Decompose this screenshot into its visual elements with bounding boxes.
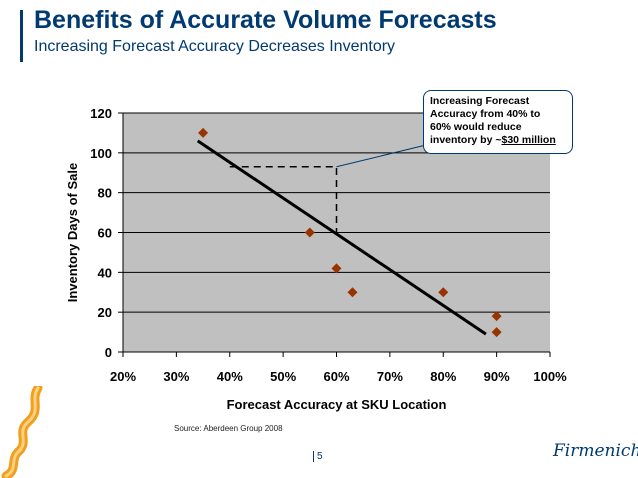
- data-point-marker: [198, 127, 209, 138]
- slide-title: Benefits of Accurate Volume Forecasts: [34, 6, 497, 34]
- source-note: Source: Aberdeen Group 2008: [174, 424, 283, 433]
- callout-line-2: Accuracy from 40% to: [430, 108, 541, 120]
- callout-line-1: Increasing Forecast: [430, 95, 530, 107]
- x-tick-labels: 20% 30% 40% 50% 60% 70% 80% 90% 100%: [110, 369, 567, 384]
- x-tick-label: 50%: [270, 369, 296, 384]
- y-tick-label: 100: [90, 146, 112, 161]
- y-tick-label: 60: [98, 226, 112, 241]
- y-tick-label: 120: [90, 106, 112, 121]
- y-tick-label: 80: [98, 186, 112, 201]
- y-axis-label: Inventory Days of Sale: [65, 163, 80, 302]
- x-tick-label: 20%: [110, 369, 136, 384]
- data-point-marker: [438, 287, 449, 298]
- x-tick-label: 100%: [533, 369, 567, 384]
- page-number-divider: [313, 451, 314, 462]
- x-axis-label: Forecast Accuracy at SKU Location: [227, 397, 447, 412]
- page-number: 5: [313, 451, 323, 462]
- y-tick-label: 40: [98, 265, 112, 280]
- axes: [122, 113, 550, 353]
- callout-line-4: inventory by ~$30 million: [430, 134, 566, 147]
- slide-subtitle: Increasing Forecast Accuracy Decreases I…: [34, 38, 396, 55]
- x-tick-label: 90%: [484, 369, 510, 384]
- title-accent-bar: [20, 10, 23, 62]
- x-tick-label: 40%: [217, 369, 243, 384]
- page-number-value: 5: [317, 451, 323, 463]
- data-point-marker: [331, 263, 342, 274]
- x-tick-label: 80%: [430, 369, 456, 384]
- x-tick-label: 60%: [323, 369, 349, 384]
- data-point-marker: [347, 287, 358, 298]
- y-tick-label: 0: [105, 345, 112, 360]
- y-tick-labels: 0 20 40 60 80 100 120: [90, 106, 112, 360]
- callout-pointer: [336, 144, 427, 168]
- data-point-marker: [304, 227, 315, 238]
- callout-emphasis: $30 million: [501, 134, 556, 146]
- x-tick-label: 70%: [377, 369, 403, 384]
- data-point-marker: [491, 311, 502, 322]
- data-points: [198, 127, 502, 338]
- callout-line-3: 60% would reduce: [430, 121, 522, 133]
- x-tick-label: 30%: [163, 369, 189, 384]
- y-tick-label: 20: [98, 305, 112, 320]
- callout-line-4-prefix: inventory by ~: [430, 134, 502, 146]
- orange-peel-decoration: [1, 386, 43, 478]
- data-point-marker: [491, 327, 502, 338]
- company-logo: Firmenich: [553, 441, 638, 461]
- trend-line: [196, 139, 487, 336]
- callout-box: Increasing Forecast Accuracy from 40% to…: [423, 90, 573, 154]
